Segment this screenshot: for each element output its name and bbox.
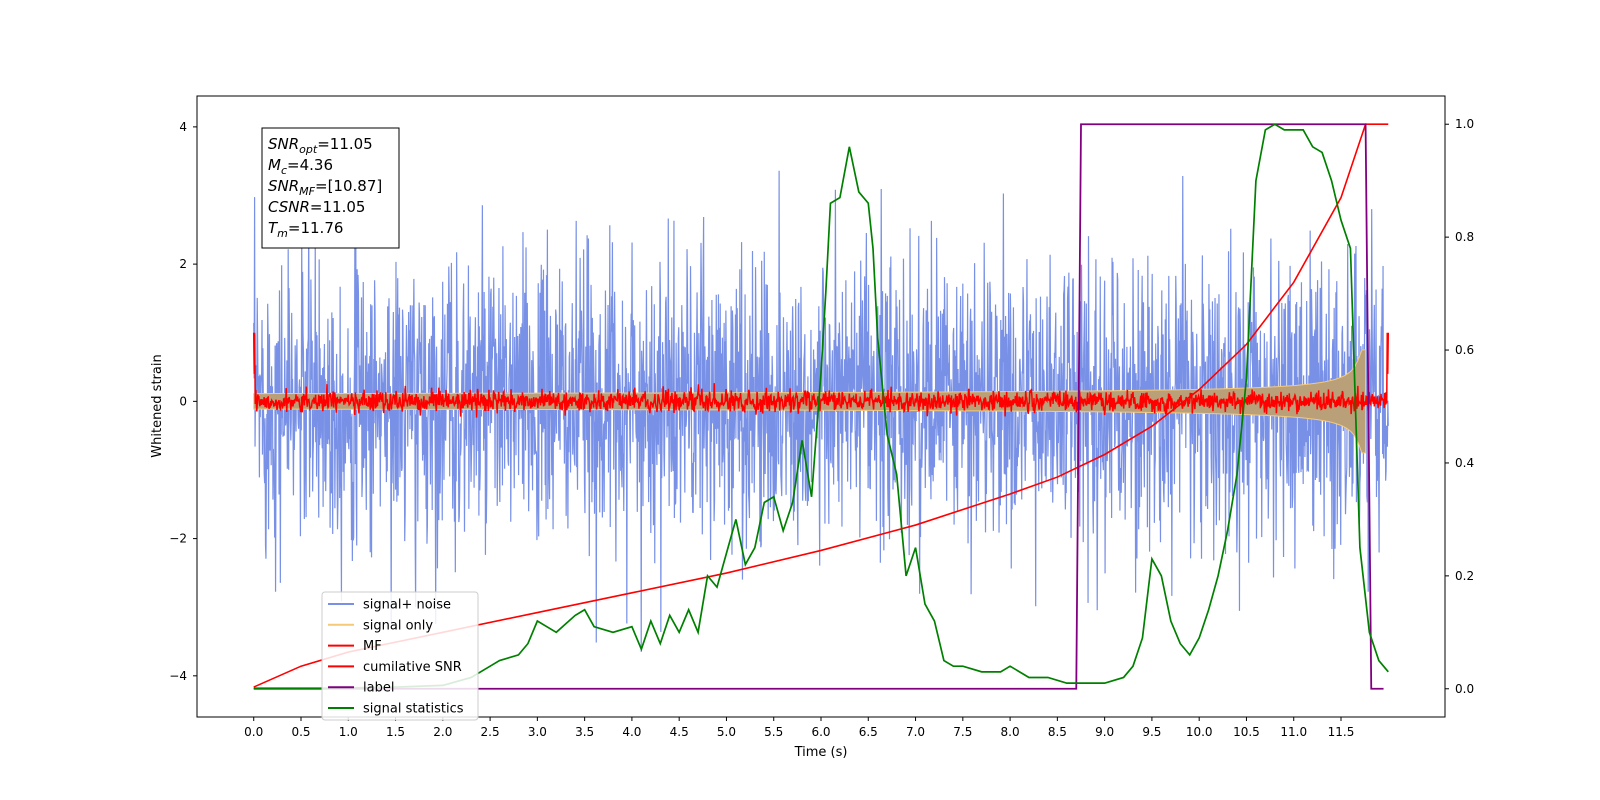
- x-tick-label: 1.0: [339, 725, 358, 739]
- y2-tick-label: 0.8: [1455, 230, 1474, 244]
- annotation-line: Tm=11.76: [268, 219, 343, 240]
- mf-series: [252, 332, 1390, 418]
- annotation-line: SNRMF=[10.87]: [268, 177, 382, 198]
- annotation-line: Mc=4.36: [268, 156, 333, 177]
- x-tick-label: 9.5: [1142, 725, 1161, 739]
- legend-label: signal only: [363, 618, 433, 633]
- legend-label: cumilative SNR: [363, 660, 462, 675]
- label-series: [253, 123, 1384, 690]
- x-tick-label: 11.0: [1280, 725, 1307, 739]
- x-tick-label: 1.5: [386, 725, 405, 739]
- y-tick-label: 2: [179, 257, 187, 271]
- annotation-line: CSNR=11.05: [268, 198, 365, 216]
- legend-label: label: [363, 681, 394, 696]
- signal-statistics-series: [253, 123, 1389, 690]
- y-tick-label: 0: [179, 394, 187, 408]
- x-tick-label: 4.0: [622, 725, 641, 739]
- axes-layer: 0.0 0.5 1.0 1.5 2.0 2.5 3.0 3.5 4.0 4.5 5.0 5.5 6.0 6…: [169, 117, 1474, 739]
- x-tick-label: 2.5: [481, 725, 500, 739]
- x-tick-label: 7.0: [906, 725, 925, 739]
- x-tick-label: 0.0: [244, 725, 263, 739]
- legend-label: signal statistics: [363, 702, 464, 717]
- x-tick-label: 9.0: [1095, 725, 1114, 739]
- x-tick-label: 8.0: [1001, 725, 1020, 739]
- annotation-box: SNRopt=11.05Mc=4.36SNRMF=[10.87]CSNR=11.…: [261, 127, 400, 249]
- x-tick-label: 3.5: [575, 725, 594, 739]
- x-axis-label: Time (s): [794, 745, 848, 760]
- x-tick-label: 6.0: [811, 725, 830, 739]
- legend-frame: [321, 591, 479, 721]
- y2-tick-label: 0.0: [1455, 682, 1474, 696]
- legend-label: signal+ noise: [363, 598, 451, 613]
- legend-label: MF: [363, 639, 382, 654]
- y2-tick-label: 0.6: [1455, 343, 1474, 357]
- legend: signal+ noise signal only MF cumilative SNR…: [321, 591, 479, 721]
- x-tick-label: 3.0: [528, 725, 547, 739]
- annotation-frame: [261, 127, 400, 249]
- x-tick-label: 6.5: [859, 725, 878, 739]
- x-tick-label: 2.0: [433, 725, 452, 739]
- y-tick-label: −2: [169, 532, 187, 546]
- x-tick-label: 0.5: [291, 725, 310, 739]
- x-tick-label: 8.5: [1048, 725, 1067, 739]
- y2-tick-label: 0.2: [1455, 569, 1474, 583]
- y2-tick-label: 1.0: [1455, 117, 1474, 131]
- x-tick-label: 10.5: [1233, 725, 1260, 739]
- y-axis-label: Whitened strain: [150, 354, 165, 457]
- x-tick-label: 10.0: [1186, 725, 1213, 739]
- y-tick-label: −4: [169, 669, 187, 683]
- x-tick-label: 5.5: [764, 725, 783, 739]
- y2-tick-label: 0.4: [1455, 456, 1474, 470]
- x-tick-label: 4.5: [670, 725, 689, 739]
- annotation-line: SNRopt=11.05: [268, 135, 373, 156]
- x-tick-label: 7.5: [953, 725, 972, 739]
- y-tick-label: 4: [179, 120, 187, 134]
- x-tick-label: 11.5: [1328, 725, 1355, 739]
- x-tick-label: 5.0: [717, 725, 736, 739]
